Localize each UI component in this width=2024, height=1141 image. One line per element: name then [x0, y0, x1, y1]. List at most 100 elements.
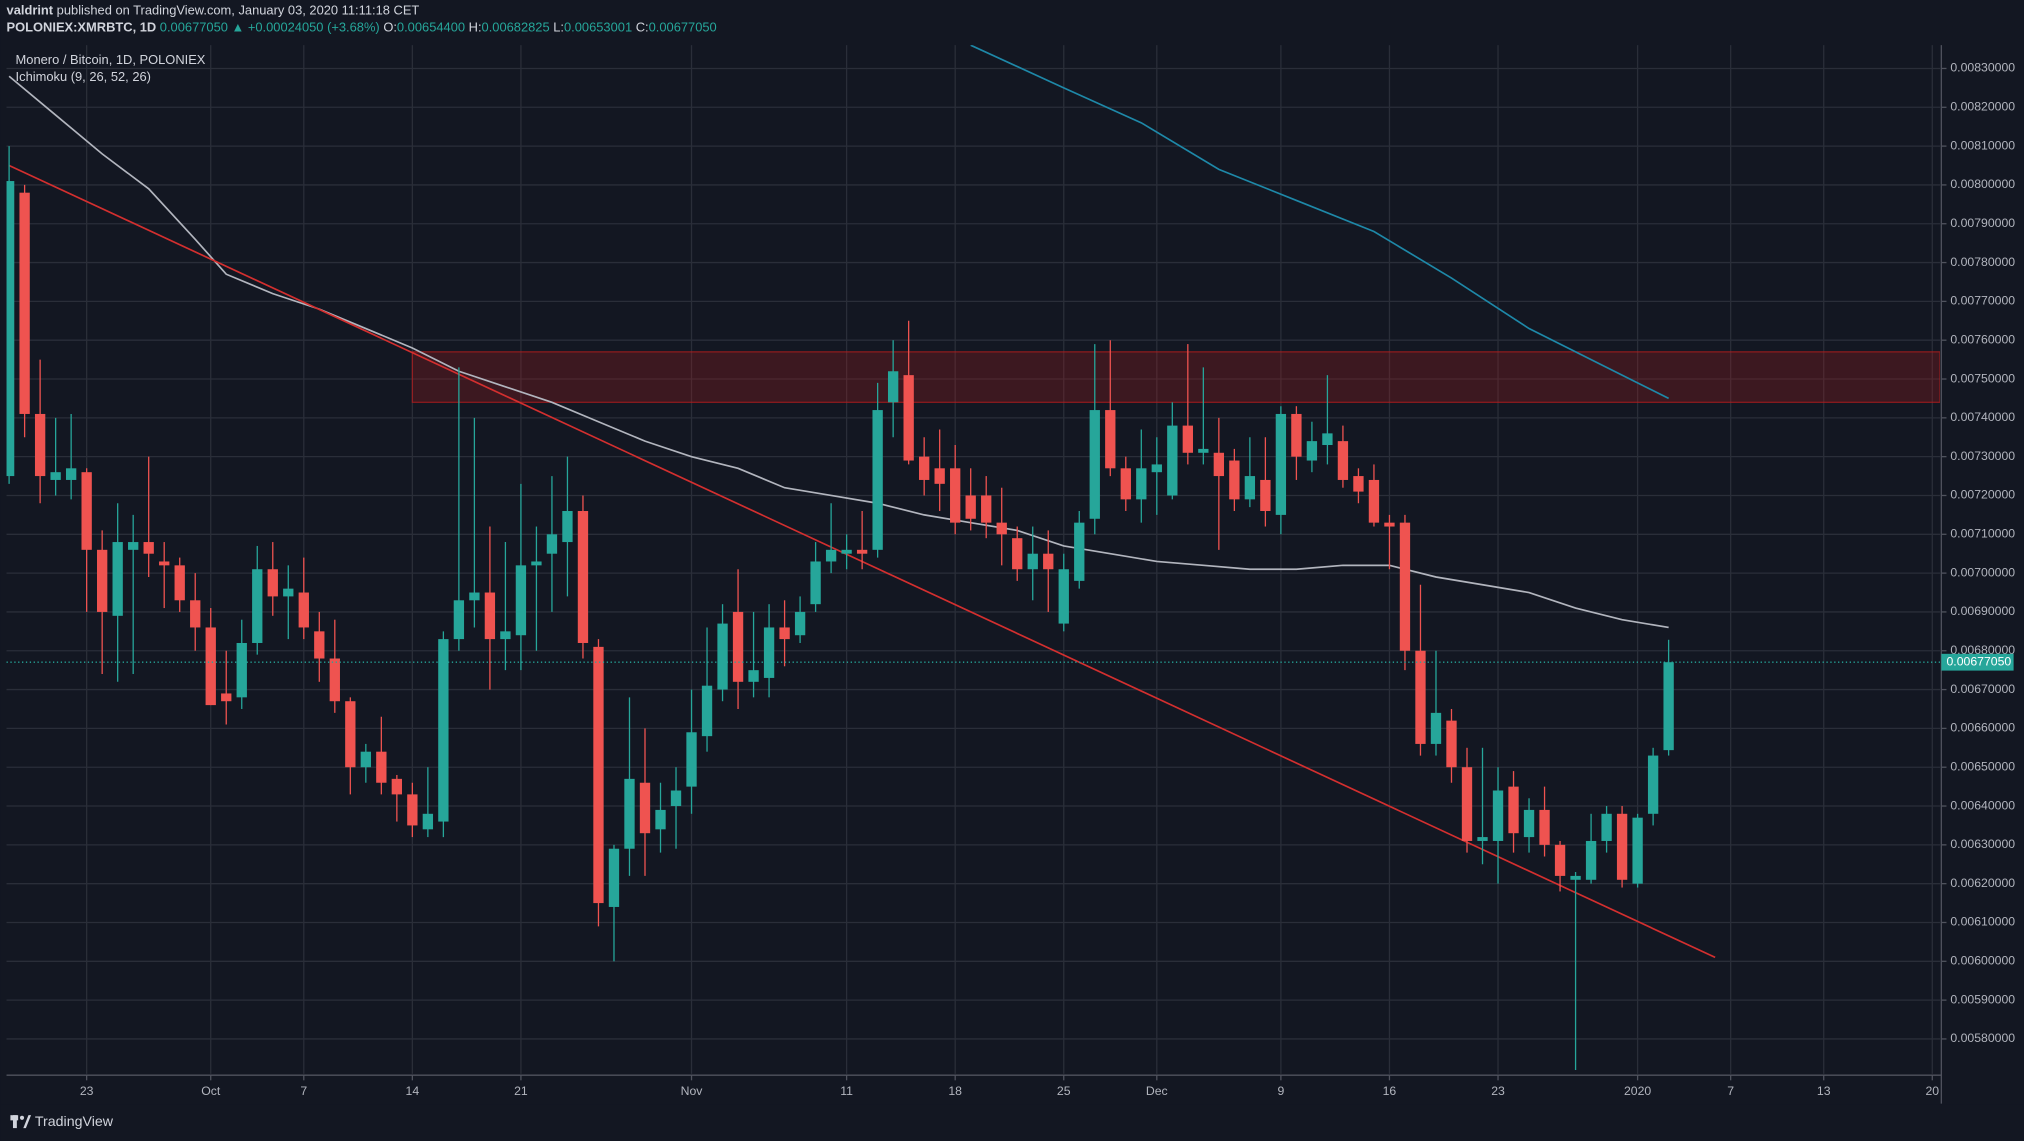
candle-body	[1043, 553, 1054, 570]
candle-body	[1570, 875, 1581, 880]
candle-body	[887, 371, 899, 403]
candle-body	[562, 511, 573, 543]
candle-body	[360, 751, 371, 768]
candle-body	[577, 511, 589, 643]
candle-body	[1074, 522, 1085, 581]
candle-body	[732, 611, 744, 682]
candle-body	[1446, 720, 1457, 768]
y-tick-label: 0.00680000	[1950, 643, 2015, 657]
candle-body	[593, 646, 604, 904]
x-tick-label: Dec	[1146, 1084, 1168, 1098]
y-tick-label: 0.00800000	[1950, 177, 2015, 191]
x-tick-label: 9	[1277, 1084, 1284, 1098]
candle-body	[903, 375, 914, 461]
candle-body	[267, 569, 278, 597]
legend-indicator: Ichimoku (9, 26, 52, 26)	[16, 69, 151, 84]
last-price-label: 0.00677050	[1946, 654, 2011, 668]
candle-body	[546, 534, 558, 554]
candle-body	[856, 549, 868, 554]
y-tick-label: 0.00670000	[1950, 682, 2015, 696]
candle-body	[1027, 553, 1038, 570]
candle-body	[1353, 476, 1364, 492]
y-tick-label: 0.00760000	[1950, 332, 2015, 346]
candle-body	[453, 600, 465, 640]
candle-body	[1399, 522, 1411, 651]
ticker-line: POLONIEX:XMRBTC, 1D 0.00677050 ▲ +0.0002…	[7, 20, 717, 35]
last-price-tag	[1941, 653, 2014, 671]
candle-body	[1616, 813, 1628, 880]
y-tick-label: 0.00730000	[1950, 449, 2015, 463]
candle-body	[1337, 441, 1349, 480]
candle-body	[1492, 790, 1504, 841]
candle-body	[1229, 460, 1240, 500]
x-tick-label: Oct	[201, 1084, 221, 1098]
candle-body	[376, 751, 387, 783]
ohlc-label: H:	[469, 20, 482, 35]
y-tick-label: 0.00810000	[1950, 138, 2015, 152]
ohlc-value: 0.00677050	[649, 20, 717, 35]
candle-body	[283, 588, 294, 597]
overlay-line	[970, 45, 1670, 400]
candle-body	[1384, 522, 1395, 527]
y-tick-label: 0.00790000	[1950, 216, 2015, 230]
y-tick-label: 0.00660000	[1950, 721, 2015, 735]
candle-body	[65, 468, 77, 480]
candle-body	[1461, 767, 1473, 841]
candle-body	[1585, 840, 1597, 880]
published: published on TradingView.com, January 03…	[57, 3, 420, 18]
candle-body	[748, 670, 759, 682]
change: ▲ +0.00024050 (+3.68%)	[232, 20, 380, 35]
ohlc-value: 0.00682825	[482, 20, 550, 35]
candle-body	[112, 542, 123, 616]
y-tick-label: 0.00620000	[1950, 876, 2015, 890]
candle-body	[1213, 452, 1225, 477]
y-tick-label: 0.00610000	[1950, 915, 2015, 929]
axes: 0.00580000 0.00590000 0.00600000 0.00610000…	[80, 61, 2015, 1098]
candle-body	[919, 456, 930, 480]
candle-body	[1539, 809, 1550, 845]
footer-brand[interactable]: TradingView	[35, 1114, 114, 1130]
candle-body	[6, 181, 15, 477]
y-tick-label: 0.00590000	[1950, 992, 2015, 1006]
x-tick-label: 14	[406, 1084, 420, 1098]
ohlc-value: 0.00653001	[564, 20, 632, 35]
candle-body	[531, 561, 542, 566]
ohlc-label: L:	[553, 20, 564, 35]
candle-body	[500, 631, 511, 640]
candle-body	[1554, 844, 1566, 876]
candle-body	[872, 410, 883, 550]
candle-body	[841, 549, 852, 554]
legend-title: Monero / Bitcoin, 1D, POLONIEX	[16, 52, 206, 67]
y-tick-label: 0.00740000	[1950, 410, 2015, 424]
candle-body	[515, 565, 527, 636]
y-tick-label: 0.00830000	[1950, 61, 2015, 75]
symbol: POLONIEX:XMRBTC, 1D	[7, 20, 157, 35]
y-tick-label: 0.00600000	[1950, 954, 2015, 968]
y-tick-label: 0.00580000	[1950, 1031, 2015, 1045]
candle-body	[1012, 538, 1023, 570]
candle-body	[97, 549, 108, 612]
candle-body	[701, 685, 713, 737]
price: 0.00677050	[160, 20, 228, 35]
x-tick-label: 11	[840, 1084, 853, 1098]
candle-body	[655, 809, 666, 830]
candle-body	[763, 627, 775, 678]
y-tick-label: 0.00720000	[1950, 488, 2015, 502]
x-tick-label: 23	[1491, 1084, 1505, 1098]
candle-body	[965, 495, 976, 519]
y-tick-label: 0.00770000	[1950, 294, 2015, 308]
candle-body	[1632, 817, 1643, 884]
candle-body	[50, 472, 61, 480]
y-tick-label: 0.00640000	[1950, 798, 2015, 812]
candle-body	[236, 642, 247, 698]
candle-body	[1430, 712, 1442, 744]
candle-body	[1306, 441, 1318, 461]
candle-body	[686, 732, 697, 787]
candle-body	[143, 542, 154, 554]
candle-body	[1368, 479, 1380, 523]
candle-body	[81, 472, 92, 550]
candle-body	[314, 631, 325, 659]
x-tick-label: 23	[80, 1084, 94, 1098]
